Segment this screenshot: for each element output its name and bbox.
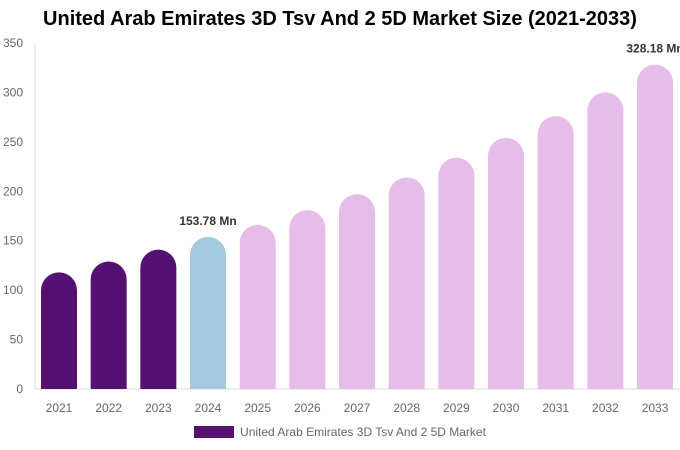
bar-2023 [140, 249, 177, 389]
y-tick-label: 150 [3, 234, 23, 248]
bar-2021 [41, 272, 77, 389]
y-tick-label: 0 [16, 382, 23, 396]
x-tick-label: 2022 [95, 401, 122, 415]
bar-2030 [488, 137, 525, 389]
bar-2026 [289, 210, 326, 389]
x-tick-label: 2027 [344, 401, 371, 415]
bar-2027 [339, 194, 376, 389]
legend: United Arab Emirates 3D Tsv And 2 5D Mar… [0, 425, 680, 439]
x-tick-label: 2030 [493, 401, 520, 415]
bar-2032 [587, 92, 624, 389]
data-label-2024: 153.78 Mn [179, 214, 236, 228]
x-tick-label: 2028 [393, 401, 420, 415]
bar-2033 [637, 64, 674, 390]
bar-2024 [190, 236, 227, 389]
y-tick-label: 200 [3, 184, 23, 198]
bar-2025 [239, 224, 276, 389]
x-tick-label: 2021 [46, 401, 73, 415]
x-tick-label: 2026 [294, 401, 321, 415]
x-tick-label: 2029 [443, 401, 470, 415]
y-tick-label: 100 [3, 283, 23, 297]
x-tick-label: 2025 [244, 401, 271, 415]
x-tick-label: 2033 [642, 401, 669, 415]
x-tick-label: 2024 [195, 401, 222, 415]
bar-2022 [90, 261, 127, 389]
x-tick-label: 2023 [145, 401, 172, 415]
y-tick-label: 350 [3, 36, 23, 50]
y-tick-label: 50 [10, 333, 24, 347]
legend-swatch [194, 426, 235, 438]
bar-2031 [537, 116, 574, 389]
y-tick-label: 300 [3, 85, 23, 99]
legend-label: United Arab Emirates 3D Tsv And 2 5D Mar… [240, 425, 486, 439]
data-label-2033: 328.18 Mn [626, 42, 680, 56]
chart-title: United Arab Emirates 3D Tsv And 2 5D Mar… [43, 8, 637, 30]
bar-2029 [438, 157, 475, 389]
bar-2028 [388, 177, 425, 389]
x-tick-label: 2032 [592, 401, 619, 415]
y-tick-label: 250 [3, 135, 23, 149]
x-tick-label: 2031 [542, 401, 569, 415]
